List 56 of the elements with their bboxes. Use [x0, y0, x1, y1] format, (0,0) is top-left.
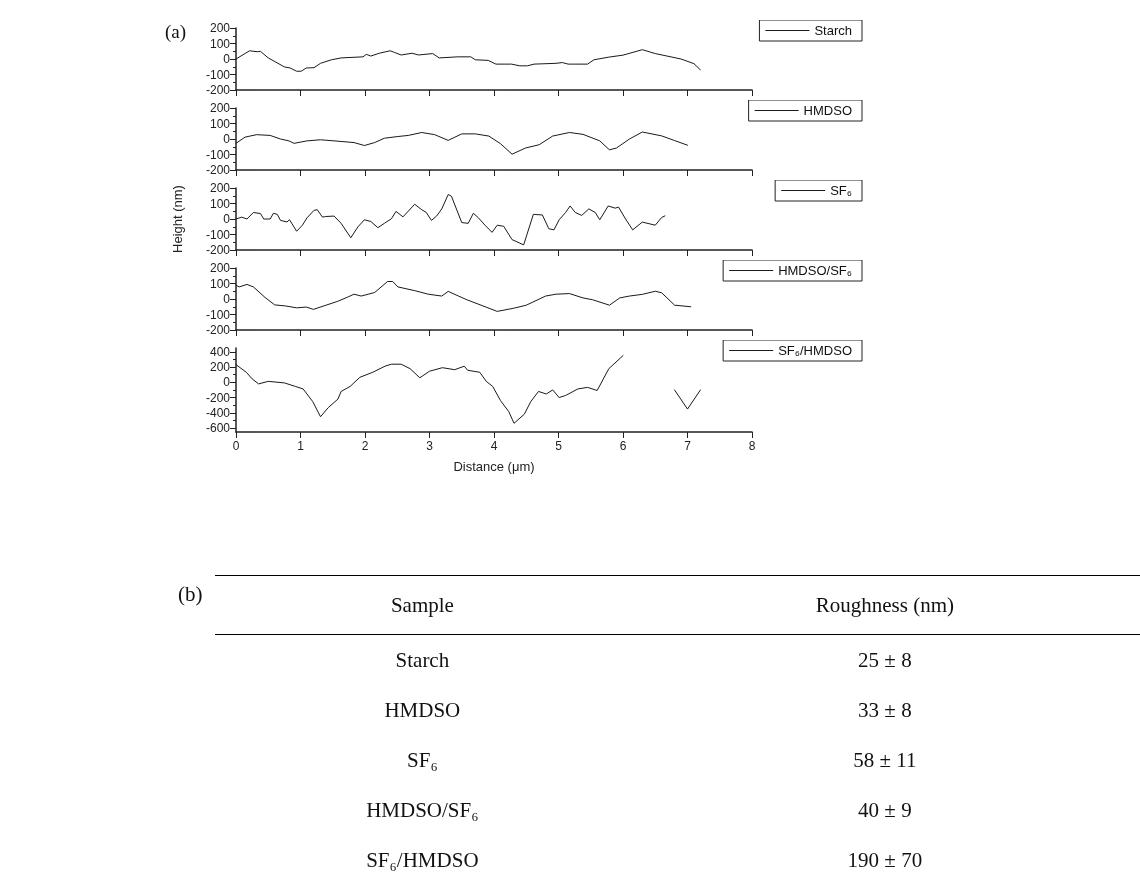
- x-tick-label: 4: [490, 439, 498, 453]
- text: (a): [165, 21, 187, 43]
- x-tick-label: 2: [361, 439, 369, 453]
- text: 33 ± 8: [858, 697, 912, 722]
- y-tick-label: 100: [209, 36, 231, 51]
- y-tick-label: -100: [205, 67, 231, 82]
- x-tick-label: 0: [232, 439, 240, 453]
- legend-label: HMDSO: [803, 103, 852, 118]
- y-tick-label: -200: [205, 243, 231, 257]
- text: 190 ± 70: [847, 847, 923, 872]
- x-tick-label: 1: [297, 439, 305, 453]
- y-tick-label: -200: [205, 323, 231, 337]
- text: (b): [178, 582, 203, 607]
- y-tick-label: 200: [209, 21, 231, 35]
- y-tick-label: 0: [223, 292, 231, 306]
- category-label: SF₆/HMDSO: [365, 846, 480, 874]
- legend-label: HMDSO/SF₆: [778, 263, 852, 278]
- x-tick-label: 3: [426, 439, 434, 453]
- y-tick-label: -600: [205, 421, 231, 436]
- y-tick-label: 0: [223, 52, 231, 66]
- y-tick-label: 200: [209, 101, 231, 115]
- y-tick-label: 100: [209, 116, 231, 131]
- text: 25 ± 8: [858, 647, 912, 672]
- y-tick-label: -100: [205, 147, 231, 162]
- category-label: HMDSO: [383, 696, 462, 724]
- text: Sample: [215, 575, 630, 635]
- y-tick-label: 200: [209, 261, 231, 275]
- text: Roughness (nm): [629, 575, 1140, 635]
- text: 40 ± 9: [858, 797, 912, 822]
- y-tick-label: -400: [205, 405, 231, 420]
- y-tick-label: 0: [223, 375, 231, 390]
- text: 58 ± 11: [853, 747, 917, 772]
- x-tick-label: 6: [619, 439, 627, 453]
- legend-label: SF₆: [830, 183, 852, 198]
- y-tick-label: -100: [205, 307, 231, 322]
- x-axis-title: Distance (μm): [453, 459, 535, 474]
- x-tick-label: 7: [684, 439, 692, 453]
- y-tick-label: 200: [209, 360, 231, 375]
- y-tick-label: 100: [209, 196, 231, 211]
- category-label: Starch: [394, 646, 451, 674]
- y-tick-label: 200: [209, 181, 231, 195]
- legend-label: Starch: [814, 23, 853, 38]
- y-tick-label: -200: [205, 83, 231, 97]
- y-axis-title: Height (nm): [170, 185, 185, 253]
- x-tick-label: 8: [748, 439, 756, 453]
- y-tick-label: 0: [223, 132, 231, 146]
- y-tick-label: -200: [205, 390, 231, 405]
- y-tick-label: 100: [209, 276, 231, 291]
- category-label: SF₆: [406, 746, 439, 774]
- y-tick-label: 0: [223, 212, 231, 226]
- y-tick-label: 400: [209, 344, 231, 359]
- y-tick-label: -200: [205, 163, 231, 177]
- x-tick-label: 5: [555, 439, 563, 453]
- category-label: HMDSO/SF₆: [365, 796, 480, 824]
- y-tick-label: -100: [205, 227, 231, 242]
- legend-label: SF₆/HMDSO: [778, 343, 852, 358]
